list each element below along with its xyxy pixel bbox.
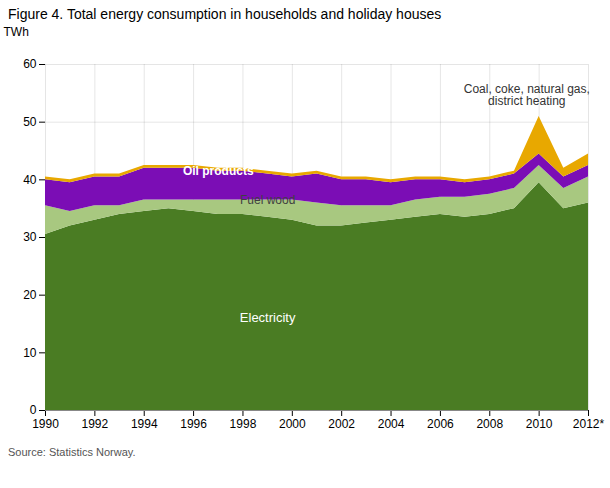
svg-text:Coal, coke, natural gas,distri: Coal, coke, natural gas,district heating [464,82,590,108]
svg-text:1992: 1992 [82,417,109,431]
svg-text:2006: 2006 [427,417,454,431]
svg-text:2002: 2002 [328,417,355,431]
svg-text:2010: 2010 [526,417,553,431]
svg-text:30: 30 [23,230,37,244]
svg-text:1994: 1994 [131,417,158,431]
html-text:Figure 4. Total energy consump: Figure 4. Total energy consumption in ho… [8,6,442,22]
svg-text:50: 50 [23,115,37,129]
svg-text:60: 60 [23,57,37,71]
svg-text:20: 20 [23,288,37,302]
svg-text:2008: 2008 [476,417,503,431]
svg-text:2004: 2004 [378,417,405,431]
svg-text:0: 0 [30,403,37,417]
html-text:Source: Statistics Norway.: Source: Statistics Norway. [8,446,136,458]
svg-text:40: 40 [23,173,37,187]
svg-text:TWh: TWh [4,25,29,39]
svg-text:1990: 1990 [32,417,59,431]
svg-text:2000: 2000 [279,417,306,431]
svg-text:Electricity: Electricity [240,310,296,325]
svg-text:1998: 1998 [230,417,257,431]
svg-text:Fuel wood: Fuel wood [240,193,295,207]
svg-text:Oil products: Oil products [183,164,254,178]
svg-text:10: 10 [23,346,37,360]
svg-text:2012*: 2012* [573,417,605,431]
svg-text:1996: 1996 [180,417,207,431]
